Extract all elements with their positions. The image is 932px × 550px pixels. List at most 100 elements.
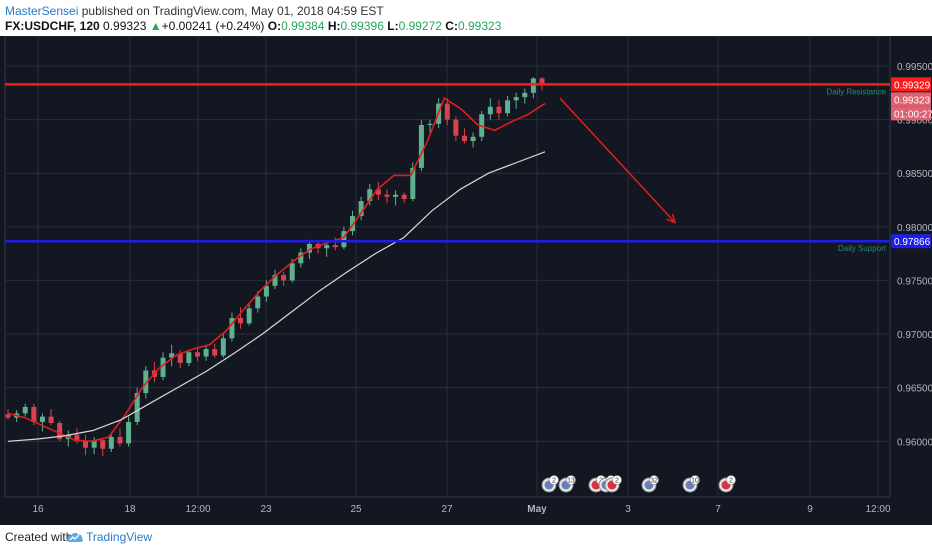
event-count-badge — [566, 475, 576, 485]
candle-body — [57, 423, 63, 440]
publish-line: MasterSensei published on TradingView.co… — [5, 4, 384, 18]
high-value: 0.99396 — [340, 19, 384, 33]
event-count-badge — [649, 475, 659, 485]
event-count-badge — [549, 475, 559, 485]
candle-body — [108, 436, 114, 449]
candle-body — [177, 353, 183, 363]
x-tick-label: 9 — [807, 504, 813, 515]
x-tick-label: 25 — [350, 504, 362, 515]
candle-body — [255, 296, 261, 309]
candle-body — [74, 434, 80, 442]
forecast-arrow-line[interactable] — [559, 97, 676, 224]
candle-body — [350, 216, 356, 232]
candle-body — [186, 352, 192, 363]
resistance-label: Daily Resistance — [826, 87, 886, 96]
candle-body — [418, 124, 424, 168]
low-value: 0.99272 — [398, 19, 442, 33]
bar-countdown-label-bg — [891, 106, 931, 121]
x-tick-label: 3 — [625, 504, 631, 515]
event-count-badge — [612, 475, 622, 485]
ema-fast-line — [7, 97, 546, 443]
open-label: O: — [267, 19, 282, 33]
last-price: 0.99323 — [103, 19, 147, 33]
candle-body — [324, 245, 330, 249]
candle-body — [100, 440, 106, 449]
candle-body — [505, 100, 511, 114]
candle-body — [22, 406, 28, 414]
support-price-label-bg — [891, 234, 931, 249]
change-arrow-icon: ▲ — [149, 19, 162, 33]
event-count-label: 13 — [567, 478, 575, 485]
change-value: +0.00241 (+0.24%) — [161, 19, 265, 33]
resistance-price-label-bg — [891, 77, 931, 92]
chart-area[interactable]: 0.99500 0.99000 0.98500 0.98000 0.97500 0.970… — [0, 35, 932, 525]
candle-body — [169, 353, 175, 358]
candle-body — [384, 194, 390, 197]
x-tick-label: 7 — [715, 504, 721, 515]
tradingview-cloud-icon[interactable] — [66, 531, 84, 543]
candle-body — [453, 119, 459, 136]
candle-body — [298, 252, 304, 264]
x-tick-label: 16 — [32, 504, 44, 515]
candle-body — [160, 357, 166, 377]
candle-body — [393, 194, 399, 197]
event-count-label: 10 — [691, 478, 699, 485]
candle-body — [341, 231, 347, 248]
event-count-label: 2 — [552, 478, 556, 485]
ema-slow-line — [7, 151, 546, 442]
x-tick-label: 12:00 — [185, 504, 210, 515]
candle-body — [263, 285, 269, 297]
y-tick-label: 0.99500 — [897, 62, 932, 73]
candle-body — [229, 317, 235, 339]
close-label: C: — [445, 19, 458, 33]
candle-body — [31, 406, 37, 422]
candle-body — [401, 194, 407, 199]
chart-header: MasterSensei published on TradingView.co… — [0, 0, 932, 36]
candle-body — [238, 317, 244, 324]
candle-body — [126, 421, 132, 444]
candle-body — [134, 393, 140, 422]
support-price-label: 0.97866 — [894, 237, 931, 248]
close-value: 0.99323 — [457, 19, 502, 33]
x-tick-label: 12:00 — [865, 504, 890, 515]
forecast-arrow-head — [666, 213, 677, 224]
y-tick-label: 0.97000 — [897, 330, 932, 341]
candle-body — [444, 103, 450, 120]
candle-body — [496, 106, 502, 114]
current-price-label: 0.99323 — [894, 95, 931, 106]
candle-body — [410, 167, 416, 199]
candle-body — [530, 78, 536, 93]
candle-body — [522, 92, 528, 98]
ohlc-line: FX:USDCHF, 120 0.99323 ▲+0.00241 (+0.24%… — [5, 19, 501, 33]
y-tick-label: 0.99000 — [897, 116, 932, 127]
candle-body — [91, 440, 97, 448]
y-tick-label: 0.96000 — [897, 437, 932, 448]
candle-body — [83, 441, 89, 448]
candle-body — [332, 245, 338, 248]
created-with-text: Created with — [5, 530, 73, 544]
symbol-label[interactable]: FX:USDCHF, 120 — [5, 19, 100, 33]
event-count-label: 32 — [650, 478, 658, 485]
tradingview-brand-link[interactable]: TradingView — [86, 530, 153, 544]
high-label: H: — [327, 19, 341, 33]
candle-body — [48, 416, 54, 424]
candle-body — [212, 349, 218, 356]
candle-body — [375, 189, 381, 195]
event-count-label: 2 — [729, 478, 733, 485]
event-count-badge — [726, 475, 736, 485]
x-tick-label: May — [527, 504, 547, 515]
current-price-label-bg — [891, 92, 931, 107]
candle-body — [461, 135, 467, 142]
candle-body — [5, 414, 11, 418]
candle-body — [39, 416, 45, 422]
y-tick-label: 0.98000 — [897, 223, 932, 234]
published-text: published on TradingView.com, May 01, 20… — [81, 4, 384, 18]
candle-body — [358, 201, 364, 217]
event-count-badge — [690, 475, 700, 485]
candlestick-chart[interactable]: 0.99500 0.99000 0.98500 0.98000 0.97500 0.970… — [0, 35, 932, 525]
footer: Created with TradingView — [0, 525, 932, 550]
candle-body — [117, 436, 123, 444]
author-link[interactable]: MasterSensei — [5, 4, 79, 18]
candle-body — [487, 106, 493, 115]
y-tick-label: 0.98500 — [897, 169, 932, 180]
